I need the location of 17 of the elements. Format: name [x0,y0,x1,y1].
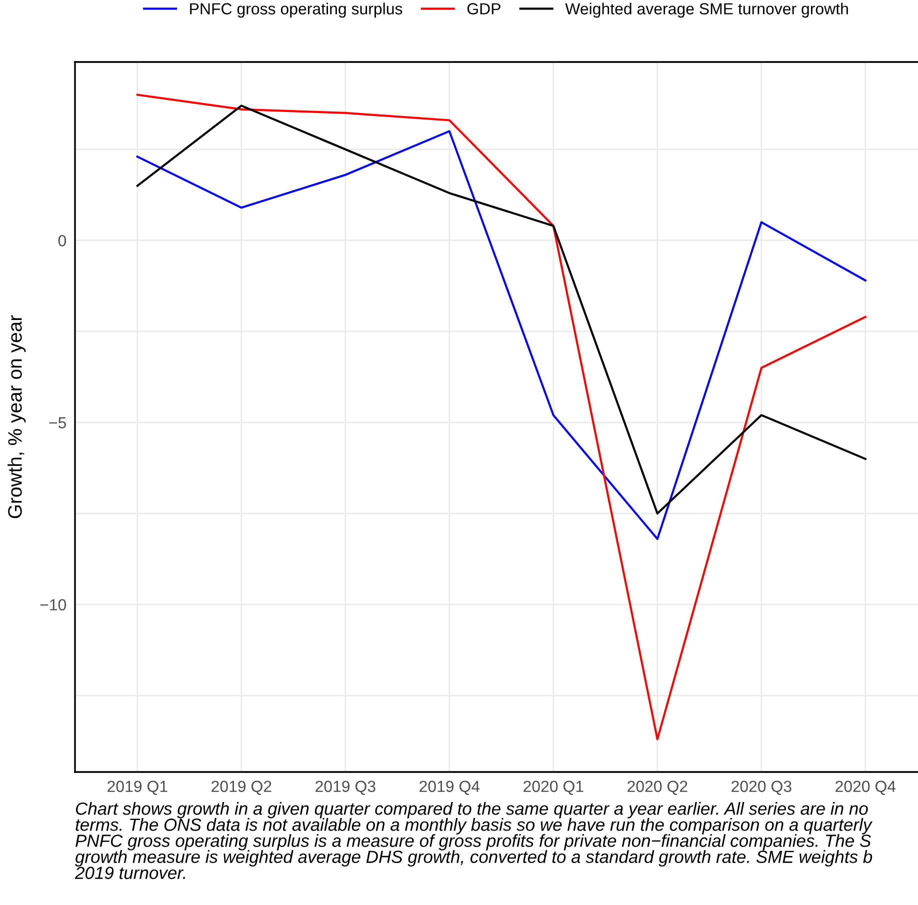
legend-label: PNFC gross operating surplus [190,2,402,18]
x-tick-label: 2020 Q4 [836,780,896,795]
x-tick-label: 2019 Q1 [108,780,168,795]
text: Chart shows growth in a given quarter compared to the same quarter a year earlier. All series are in no terms. The ONS data is not available on a monthly basis so we have run the comparison on a quarterly PNFC gross operating surplus is a measure of gross profits for private non−financial companies. The S growth measure is weighted average DHS growth, converted to a standard growth rate. SME weights b 2019 turnover. [74,802,873,880]
x-tick-label: 2020 Q1 [524,780,584,795]
y-tick-label: 0 [58,235,66,246]
x-tick-label: 2020 Q2 [628,780,688,795]
x-tick-label: 2019 Q3 [316,780,376,795]
legend-label: GDP [467,3,500,14]
x-tick-label: 2020 Q3 [732,780,792,795]
x-tick-label: 2019 Q4 [420,780,480,795]
legend-label: Weighted average SME turnover growth [565,2,848,18]
y-tick-label: −10 [40,599,66,610]
x-tick-label: 2019 Q2 [212,780,272,795]
y-tick-label: −5 [49,417,66,428]
line-series [136,94,866,740]
y-axis-title: Growth, % year on year [8,315,26,518]
